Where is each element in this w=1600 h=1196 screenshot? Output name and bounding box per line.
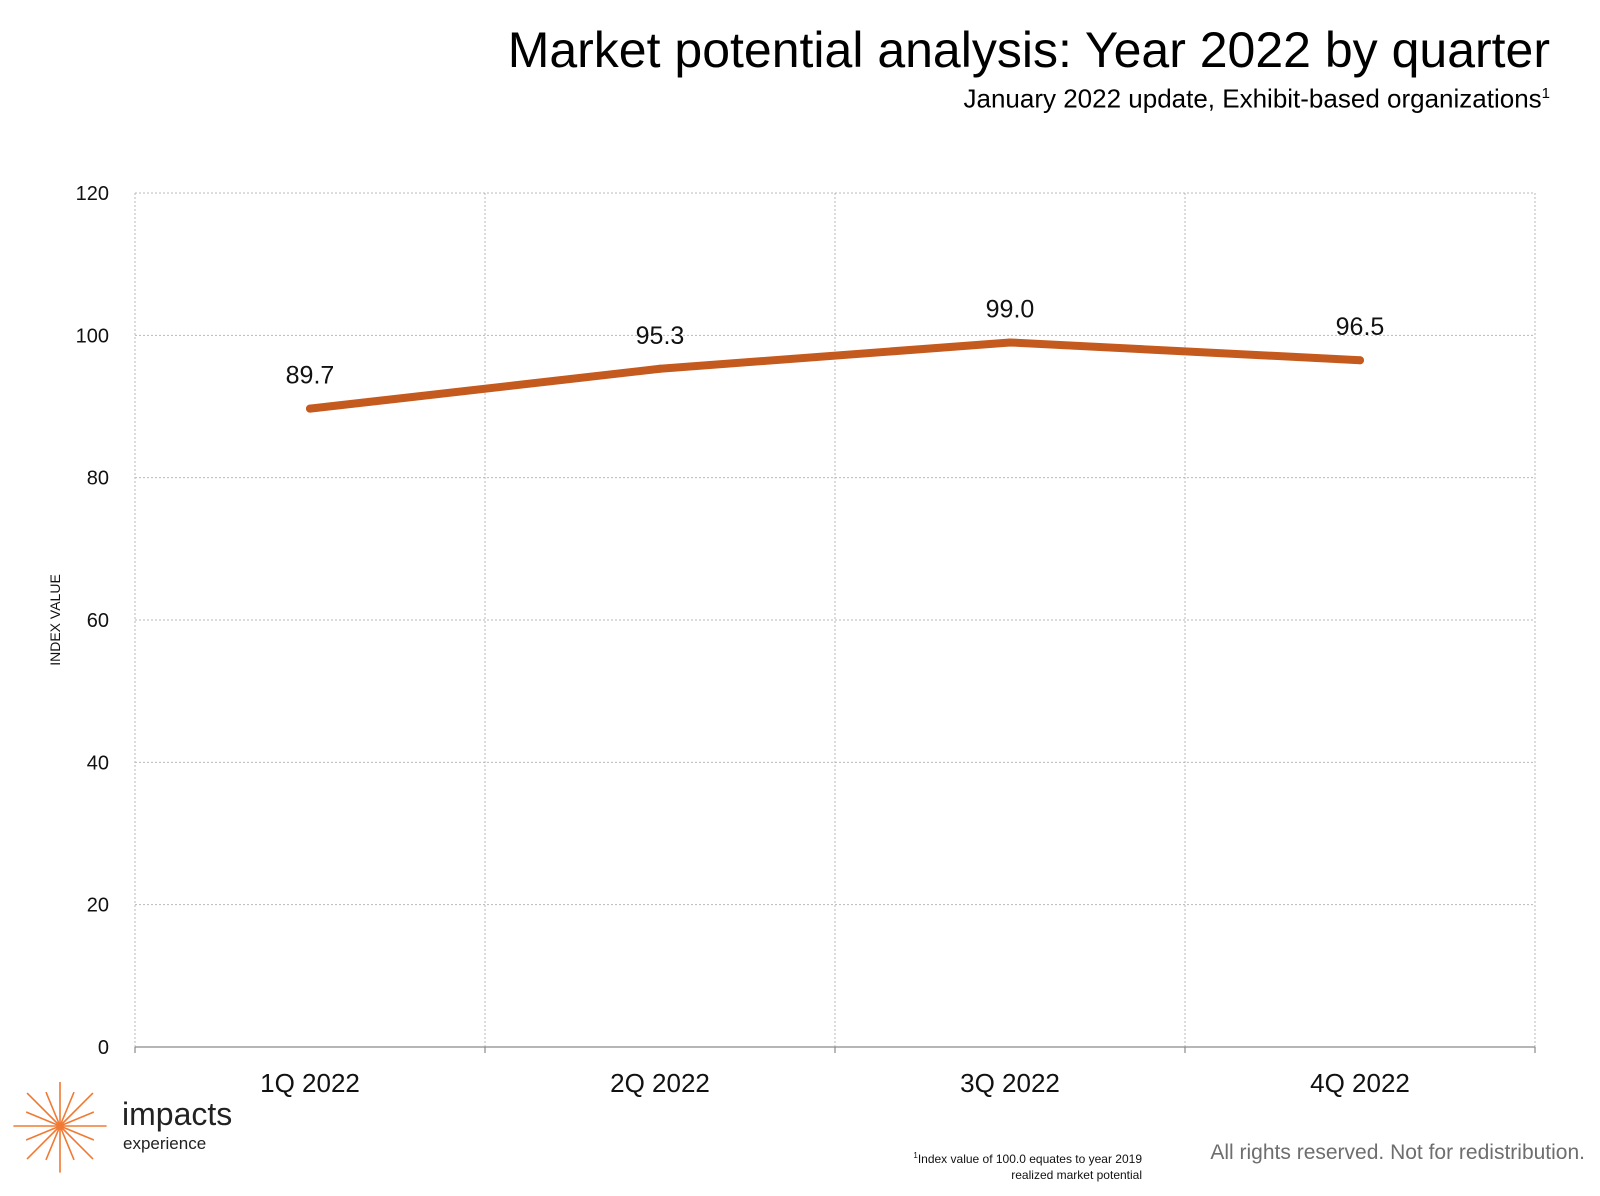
logo-ray [59, 1125, 95, 1141]
footnote-marker: 1 [913, 1151, 918, 1160]
y-tick-label: 100 [76, 325, 109, 347]
logo-ray [25, 1111, 61, 1127]
logo-center [57, 1123, 63, 1129]
x-tick-label: 3Q 2022 [960, 1068, 1060, 1098]
logo-ray [26, 1125, 61, 1160]
footnote: 1Index value of 100.0 equates to year 20… [882, 1148, 1142, 1183]
footnote-text: Index value of 100.0 equates to year 201… [917, 1152, 1142, 1182]
y-tick-label: 40 [87, 752, 109, 774]
data-point [1356, 356, 1364, 365]
y-tick-label: 20 [87, 895, 109, 917]
y-tick-label: 80 [87, 468, 109, 490]
logo-subtitle: experience [123, 1134, 207, 1153]
logo-wordmark: impacts [122, 1096, 233, 1132]
logo-ray [59, 1091, 75, 1127]
logo-ray [45, 1091, 61, 1127]
y-axis-title: INDEX VALUE [47, 574, 63, 666]
data-label: 95.3 [636, 322, 685, 350]
logo-ray [59, 1092, 94, 1127]
data-label: 89.7 [286, 362, 335, 390]
data-point [306, 404, 314, 413]
data-label: 99.0 [986, 295, 1035, 323]
logo-ray [25, 1125, 61, 1141]
subtitle-text: January 2022 update, Exhibit-based organ… [963, 83, 1542, 114]
logo-ray [45, 1125, 61, 1161]
logo-ray [59, 1111, 95, 1127]
logo-ray [59, 1125, 94, 1160]
chart-title: Market potential analysis: Year 2022 by … [507, 22, 1550, 78]
series-layer [306, 338, 1364, 413]
x-tick-label: 4Q 2022 [1310, 1068, 1410, 1098]
subtitle-footnote-marker: 1 [1541, 85, 1550, 102]
starburst-logo-icon [13, 1082, 107, 1173]
chart-subtitle: January 2022 update, Exhibit-based organ… [963, 78, 1550, 115]
y-tick-label: 60 [87, 610, 109, 632]
y-tick-label: 0 [98, 1037, 109, 1059]
data-point [1006, 338, 1014, 347]
data-label: 96.5 [1336, 313, 1385, 341]
company-logo: impacts experience [10, 1082, 260, 1182]
x-tick-label: 1Q 2022 [260, 1068, 360, 1098]
logo-ray [26, 1092, 61, 1127]
label-layer: 89.7 95.3 99.0 96.5 [286, 295, 1385, 389]
axis-layer: 0 20 40 60 80 100 120 1Q 2022 2Q 2022 3Q 2022 4Q 2… [47, 183, 1536, 1098]
grid-layer [134, 192, 1536, 1047]
x-tick-label: 2Q 2022 [610, 1068, 710, 1098]
y-tick-label: 120 [76, 183, 109, 205]
logo-ray [59, 1125, 75, 1161]
series-line [306, 338, 1364, 413]
data-point [656, 364, 664, 373]
rights-notice: All rights reserved. Not for redistribut… [1210, 1141, 1585, 1164]
